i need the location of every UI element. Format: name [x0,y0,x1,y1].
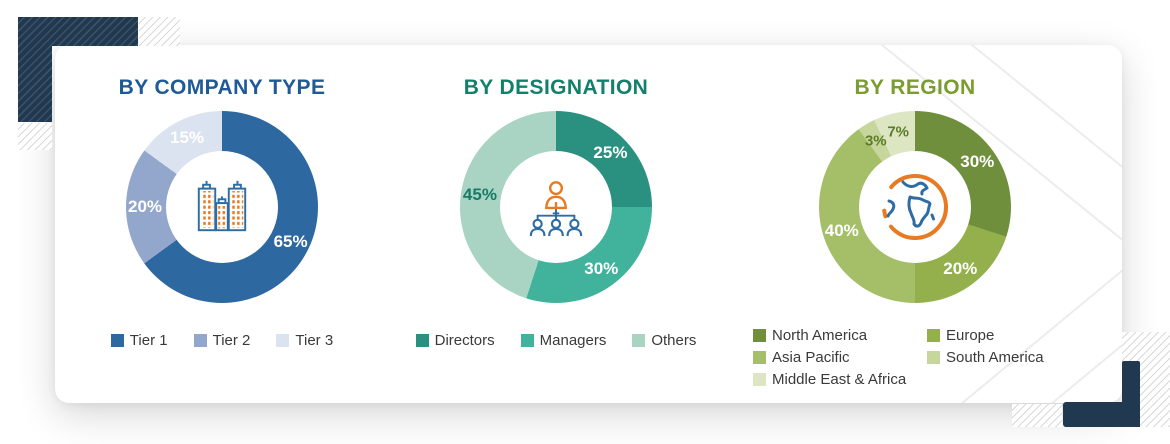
corner-accent-top-left-vertical [18,17,52,122]
slice-label: 7% [887,123,910,141]
legend-swatch [110,334,124,347]
legend-swatch [520,334,534,347]
donut-wrap: 65% 20% 15% [126,111,318,303]
corner-accent-bottom-right-horizontal [1063,402,1140,427]
chart-designation: BY DESIGNATION 25% 30% 45% [389,45,723,403]
chart-title: BY COMPANY TYPE [118,76,326,99]
chart-title: BY REGION [854,76,976,99]
donut-wrap: 30% 20% 40% 3% 7% [819,111,1011,303]
legend-label: Tier 3 [295,332,334,349]
legend-item: North America [753,327,927,344]
legend-label: North America [772,327,868,344]
legend-region: North America Europe Asia Pacific South Ame… [753,327,1103,388]
slice-label: 65% [273,231,308,251]
legend-label: South America [946,349,1044,366]
legend-swatch [193,334,207,347]
legend-swatch [753,351,766,364]
legend-item: Asia Pacific [753,349,927,366]
chart-region: BY REGION 30% 20% 40% 3% 7% North America Eur… [723,45,1107,403]
slice-label: 20% [943,259,978,279]
slice-label: 30% [960,151,995,171]
slice-label: 30% [584,259,619,279]
buildings-icon [197,180,247,232]
slice-label: 15% [170,128,205,148]
slice-label: 45% [462,184,497,204]
legend-swatch [415,334,429,347]
slice-labels: 25% 30% 45% [460,111,652,303]
legend-company-type: Tier 1 Tier 2 Tier 3 [55,332,389,349]
legend-item: Directors [415,332,495,349]
legend-label: Asia Pacific [772,349,850,366]
org-chart-icon [529,181,583,236]
legend-label: Middle East & Africa [772,371,907,388]
legend-label: Europe [946,327,995,344]
legend-item: Middle East & Africa [753,371,927,388]
donut-chart-region [819,111,1011,303]
hatch-pattern-top-left-right [139,17,180,46]
slice-label: 40% [824,220,859,240]
legend-label: Others [651,332,697,349]
legend-designation: Directors Managers Others [389,332,723,349]
chart-title: BY DESIGNATION [463,76,649,99]
legend-item: Tier 1 [110,332,168,349]
legend-item: Tier 2 [193,332,251,349]
legend-swatch [927,329,940,342]
legend-item: Managers [520,332,607,349]
legend-swatch [927,351,940,364]
slice-label: 3% [864,132,887,150]
legend-label: Tier 2 [212,332,251,349]
chart-company-type: BY COMPANY TYPE 65% 20% 15% [55,45,389,403]
legend-label: Directors [434,332,495,349]
legend-label: Managers [539,332,607,349]
donut-wrap: 25% 30% 45% [460,111,652,303]
legend-item: Tier 3 [276,332,333,349]
slice-label: 20% [127,197,163,216]
legend-item: South America [927,349,1103,366]
slice-labels: 65% 20% 15% [126,111,318,303]
legend-label: Tier 1 [129,332,168,349]
infographic-card: BY COMPANY TYPE 65% 20% 15% [55,45,1122,403]
legend-swatch [632,334,646,347]
slice-label: 25% [593,142,628,162]
legend-swatch [753,329,766,342]
legend-item: Europe [927,327,1103,344]
legend-swatch [276,334,290,347]
hatch-pattern-bottom-right-left [1012,404,1062,427]
legend-swatch [753,373,766,386]
legend-item: Others [632,332,696,349]
globe-icon [882,174,948,240]
hatch-pattern-top-left-bottom [18,123,52,150]
